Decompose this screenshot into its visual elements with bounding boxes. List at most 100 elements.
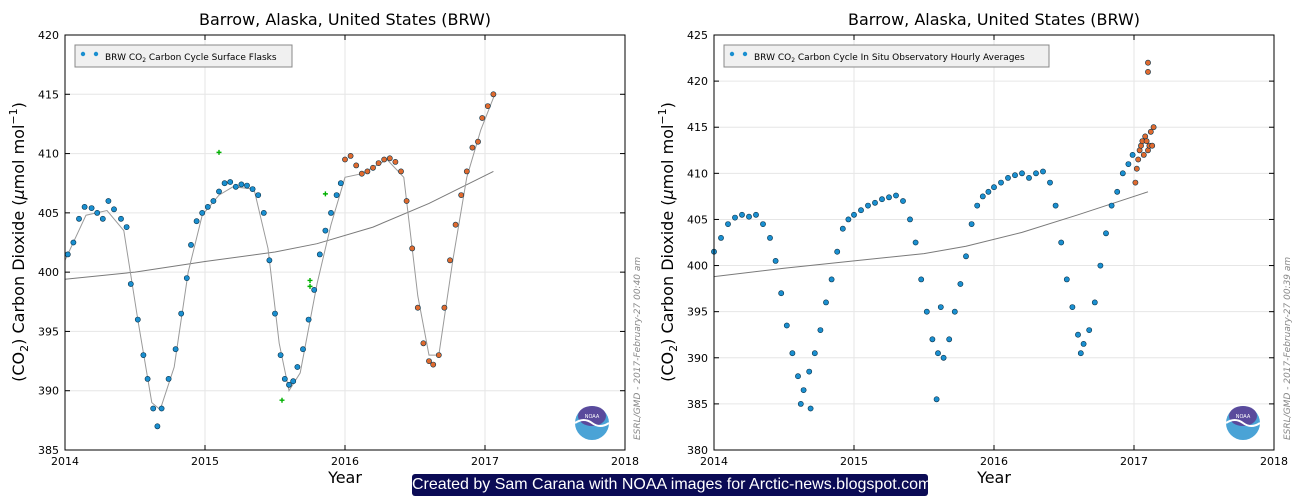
data-point: [1052, 202, 1059, 209]
y-tick-label: 390: [38, 385, 59, 398]
data-point: [1086, 327, 1093, 333]
ylabel-sub: 2: [18, 345, 31, 352]
plot-area: 2014 2015 2016 2017 2018 385 390 395 400 405 410 41…: [38, 29, 639, 468]
data-point: [1097, 262, 1104, 269]
y-tick-label: 395: [687, 306, 708, 319]
data-point: [985, 188, 992, 195]
y-tick-label: 425: [687, 29, 708, 42]
legend-box: [74, 44, 293, 68]
y-tick-label: 415: [38, 88, 59, 101]
data-point: [933, 396, 940, 403]
y-tick-label: 385: [687, 398, 708, 411]
logo-wave: [574, 419, 610, 427]
data-point: [923, 308, 930, 315]
data-point: [105, 198, 112, 204]
data-point: [154, 423, 161, 430]
data-point: [452, 221, 459, 228]
data-point: [403, 198, 410, 204]
data-point: [81, 203, 88, 210]
data-point: [828, 276, 835, 283]
series-line: [64, 170, 494, 280]
legend-label-sub: 2: [142, 57, 146, 64]
legend: BRW CO2 Carbon Cycle In Situ Observatory…: [723, 44, 1050, 68]
data-point: [1119, 170, 1126, 177]
data-point: [158, 405, 165, 412]
ylabel-part: ) Carbon Dioxide (: [9, 200, 28, 345]
data-point: [441, 304, 448, 311]
data-point: [426, 358, 432, 364]
trend-line-layer: [713, 191, 1149, 278]
data-point: [872, 199, 878, 206]
legend-box: [723, 44, 1050, 68]
data-point: [778, 290, 785, 297]
data-point: [290, 378, 297, 385]
data-point: [951, 308, 958, 315]
data-point: [940, 354, 947, 361]
data-point: [918, 276, 925, 283]
ylabel-part: mol mol: [658, 125, 677, 190]
data-point: [221, 180, 228, 187]
axis-ticks: 2014 2015 2016 2017 2018 380 385 390 395 400 405 41…: [687, 29, 1288, 468]
logo-text: NOAA: [585, 414, 600, 420]
data-point: [900, 198, 906, 204]
data-point: [88, 205, 95, 211]
ylabel-sub: 2: [667, 345, 680, 352]
data-point: [845, 216, 852, 223]
data-point: [1063, 276, 1070, 283]
x-tick-label: 2018: [611, 455, 639, 468]
y-tick-label: 380: [687, 444, 708, 457]
data-point: [1114, 188, 1121, 195]
data-point: [957, 281, 964, 287]
data-point: [879, 196, 885, 203]
data-point: [1132, 179, 1139, 186]
legend: BRW CO2 Carbon Cycle Surface Flasks: [74, 44, 293, 68]
data-point: [991, 184, 997, 191]
data-point: [739, 211, 745, 218]
data-point: [1091, 299, 1098, 306]
panel-left: Barrow, Alaska, United States (BRW) 2014…: [7, 10, 643, 487]
legend-marker: [80, 51, 86, 57]
data-point: [94, 209, 101, 216]
data-point: [1129, 152, 1136, 158]
data-point: [929, 336, 936, 343]
data-point-flagged: [216, 149, 222, 155]
data-point: [946, 336, 953, 343]
legend-marker: [742, 51, 748, 57]
data-point: [316, 251, 323, 258]
data-point: [469, 144, 476, 151]
data-point: [1147, 128, 1154, 135]
data-point: [322, 227, 329, 234]
data-point: [199, 209, 206, 216]
data-point: [1108, 202, 1115, 209]
y-tick-label: 385: [38, 444, 59, 457]
axis-ticks: 2014 2015 2016 2017 2018 385 390 395 400 405 410 41…: [38, 29, 639, 468]
data-point: [806, 368, 813, 375]
data-point: [447, 257, 453, 264]
data-point: [99, 215, 106, 222]
data-point: [375, 160, 382, 167]
y-tick-label: 400: [687, 260, 708, 273]
plot-area: 2014 2015 2016 2017 2018 380 385 390 395 400 405 41…: [687, 29, 1288, 468]
data-point: [300, 346, 306, 353]
data-point: [430, 361, 437, 368]
data-points-layer: [711, 59, 1157, 412]
y-axis-label: (CO2) Carbon Dioxide (μmol mol−1): [7, 102, 31, 382]
data-point: [1143, 138, 1150, 144]
data-point: [1077, 350, 1084, 357]
legend-label-pre: BRW CO: [754, 53, 791, 63]
legend-label: BRW CO2 Carbon Cycle In Situ Observatory…: [754, 53, 1025, 64]
x-tick-label: 2015: [191, 455, 219, 468]
x-tick-label: 2016: [980, 455, 1008, 468]
data-point: [216, 188, 222, 195]
ylabel-part: ): [658, 102, 677, 108]
data-point: [974, 202, 981, 209]
data-point: [353, 162, 360, 169]
data-point: [963, 253, 969, 260]
ylabel-sup: −1: [7, 108, 20, 124]
data-point: [193, 218, 200, 225]
data-point: [1140, 152, 1147, 158]
data-point: [753, 211, 759, 218]
series-line: [713, 191, 1149, 278]
chart-title: Barrow, Alaska, United States (BRW): [199, 10, 491, 29]
data-point: [204, 203, 211, 210]
